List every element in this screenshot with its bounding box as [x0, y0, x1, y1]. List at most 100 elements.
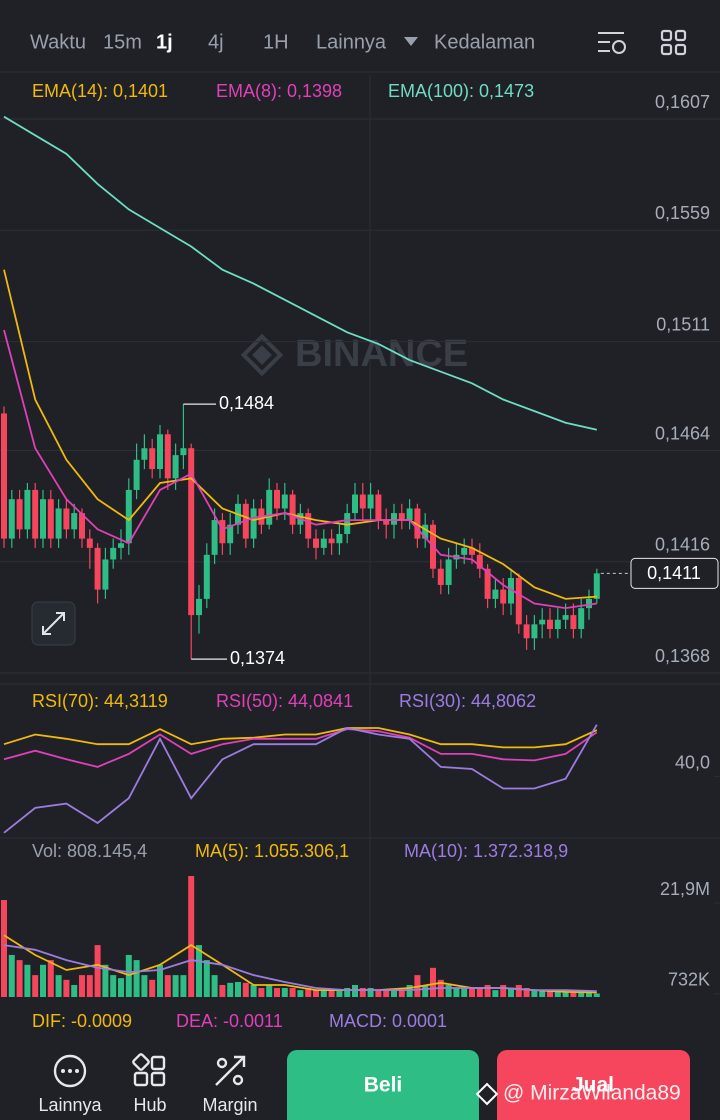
candle-body: [570, 615, 577, 630]
top-bar: [0, 29, 720, 73]
indicator-line: [3, 329, 597, 610]
volume-bar: [391, 990, 397, 997]
volume-bar: [118, 978, 124, 997]
volume-bar: [422, 984, 429, 997]
candle-body: [578, 608, 585, 630]
timeframe-tab[interactable]: 4j: [208, 31, 224, 53]
volume-bar: [79, 975, 85, 997]
candle-body: [227, 524, 234, 544]
user-watermark: @ MirzaWilanda89: [503, 1082, 681, 1105]
legend-entry: RSI(30): 44,8062: [399, 691, 536, 711]
indicator-line: [3, 724, 598, 834]
volume-bar: [570, 990, 577, 997]
candle-body: [164, 434, 171, 479]
macd-legend: DEA: -0.0011: [176, 1011, 283, 1031]
candle-body: [508, 578, 514, 604]
buy-button[interactable]: [287, 1050, 479, 1120]
candle-body: [383, 520, 390, 525]
y-tick-label: 40,0: [675, 752, 710, 772]
candle-body: [391, 513, 397, 525]
volume-bar: [469, 987, 475, 997]
candle-body: [110, 547, 117, 560]
sell-button[interactable]: [497, 1050, 690, 1120]
volume-bar: [297, 990, 304, 997]
volume-bar: [289, 987, 296, 997]
candle-body: [1, 413, 7, 539]
legend-entry: RSI(50): 44,0841: [216, 691, 353, 711]
candle-body: [469, 547, 475, 555]
candle-body: [211, 520, 218, 555]
timeframe-tab[interactable]: 1j: [156, 31, 173, 53]
candle-body: [445, 559, 452, 585]
volume-bar: [63, 979, 70, 997]
high-label: 0,1484: [219, 393, 274, 413]
timeframe-tab[interactable]: Lainnya: [316, 31, 387, 53]
legend-entry: EMA(14): 0,1401: [32, 81, 168, 101]
volume-bar: [547, 990, 553, 997]
candle-body: [71, 513, 78, 530]
volume-bar: [344, 987, 351, 997]
watermark-text: BINANCE: [295, 333, 468, 375]
candle-body: [86, 538, 93, 548]
volume-bar: [211, 975, 218, 997]
candle-body: [219, 520, 226, 544]
y-tick-label: 0,1368: [655, 646, 710, 666]
volume-bar: [492, 990, 499, 997]
volume-bar: [86, 975, 93, 997]
candle-body: [8, 499, 15, 539]
candle-body: [406, 508, 413, 521]
legend-entry: Vol: 808.145,4: [32, 841, 147, 861]
dropdown-arrow: [404, 37, 418, 46]
candle-body: [274, 489, 280, 509]
low-label: 0,1374: [230, 648, 285, 668]
expand-button[interactable]: [31, 601, 76, 646]
volume-bar: [164, 975, 171, 997]
legend-entry: MA(5): 1.055.306,1: [195, 841, 349, 861]
timeframe-tab[interactable]: Kedalaman: [434, 31, 535, 53]
volume-bar: [258, 987, 265, 997]
watermark: BINANCE: [240, 333, 468, 377]
timeframe-tab[interactable]: 1H: [263, 31, 289, 53]
candle-body: [149, 448, 156, 470]
volume-bar: [188, 876, 195, 997]
sell-label[interactable]: Jual: [572, 1074, 614, 1097]
volume-bar: [586, 991, 592, 997]
candle-body: [562, 615, 569, 620]
volume-bar: [523, 987, 530, 997]
legend-entry: EMA(8): 0,1398: [216, 81, 342, 101]
hub-icon[interactable]: [132, 1053, 166, 1087]
candle-body: [125, 489, 132, 544]
volume-bar: [1, 900, 7, 997]
more-icon[interactable]: [53, 1054, 87, 1088]
candle-body: [32, 489, 39, 539]
volume-bar: [71, 984, 78, 997]
volume-bar: [461, 987, 468, 997]
volume-bar: [235, 981, 241, 997]
nav-label[interactable]: Lainnya: [38, 1095, 102, 1115]
timeframe-tab[interactable]: 15m: [103, 31, 142, 53]
settings-icon[interactable]: [598, 32, 626, 54]
candle-body: [484, 568, 491, 599]
volume-bar: [242, 982, 249, 997]
last-price-box: [630, 557, 719, 589]
last-price-label: 0,1411: [647, 563, 701, 583]
candle-body: [133, 459, 140, 490]
buy-label[interactable]: Beli: [364, 1074, 403, 1097]
volume-bar: [593, 993, 600, 997]
candle-body: [375, 494, 382, 521]
candle-body: [79, 513, 85, 539]
volume-bar: [8, 954, 15, 997]
candle-body: [266, 489, 273, 525]
volume-bar: [383, 990, 390, 997]
nav-label[interactable]: Margin: [202, 1095, 257, 1115]
margin-icon[interactable]: [215, 1055, 246, 1086]
nav-label[interactable]: Hub: [133, 1095, 166, 1115]
layout-icon[interactable]: [660, 29, 687, 56]
candle-body: [102, 559, 109, 590]
volume-bar: [500, 984, 507, 997]
candle-body: [554, 619, 561, 630]
candle-body: [336, 533, 343, 544]
candle-body: [586, 598, 592, 609]
volume-bar: [102, 964, 109, 997]
